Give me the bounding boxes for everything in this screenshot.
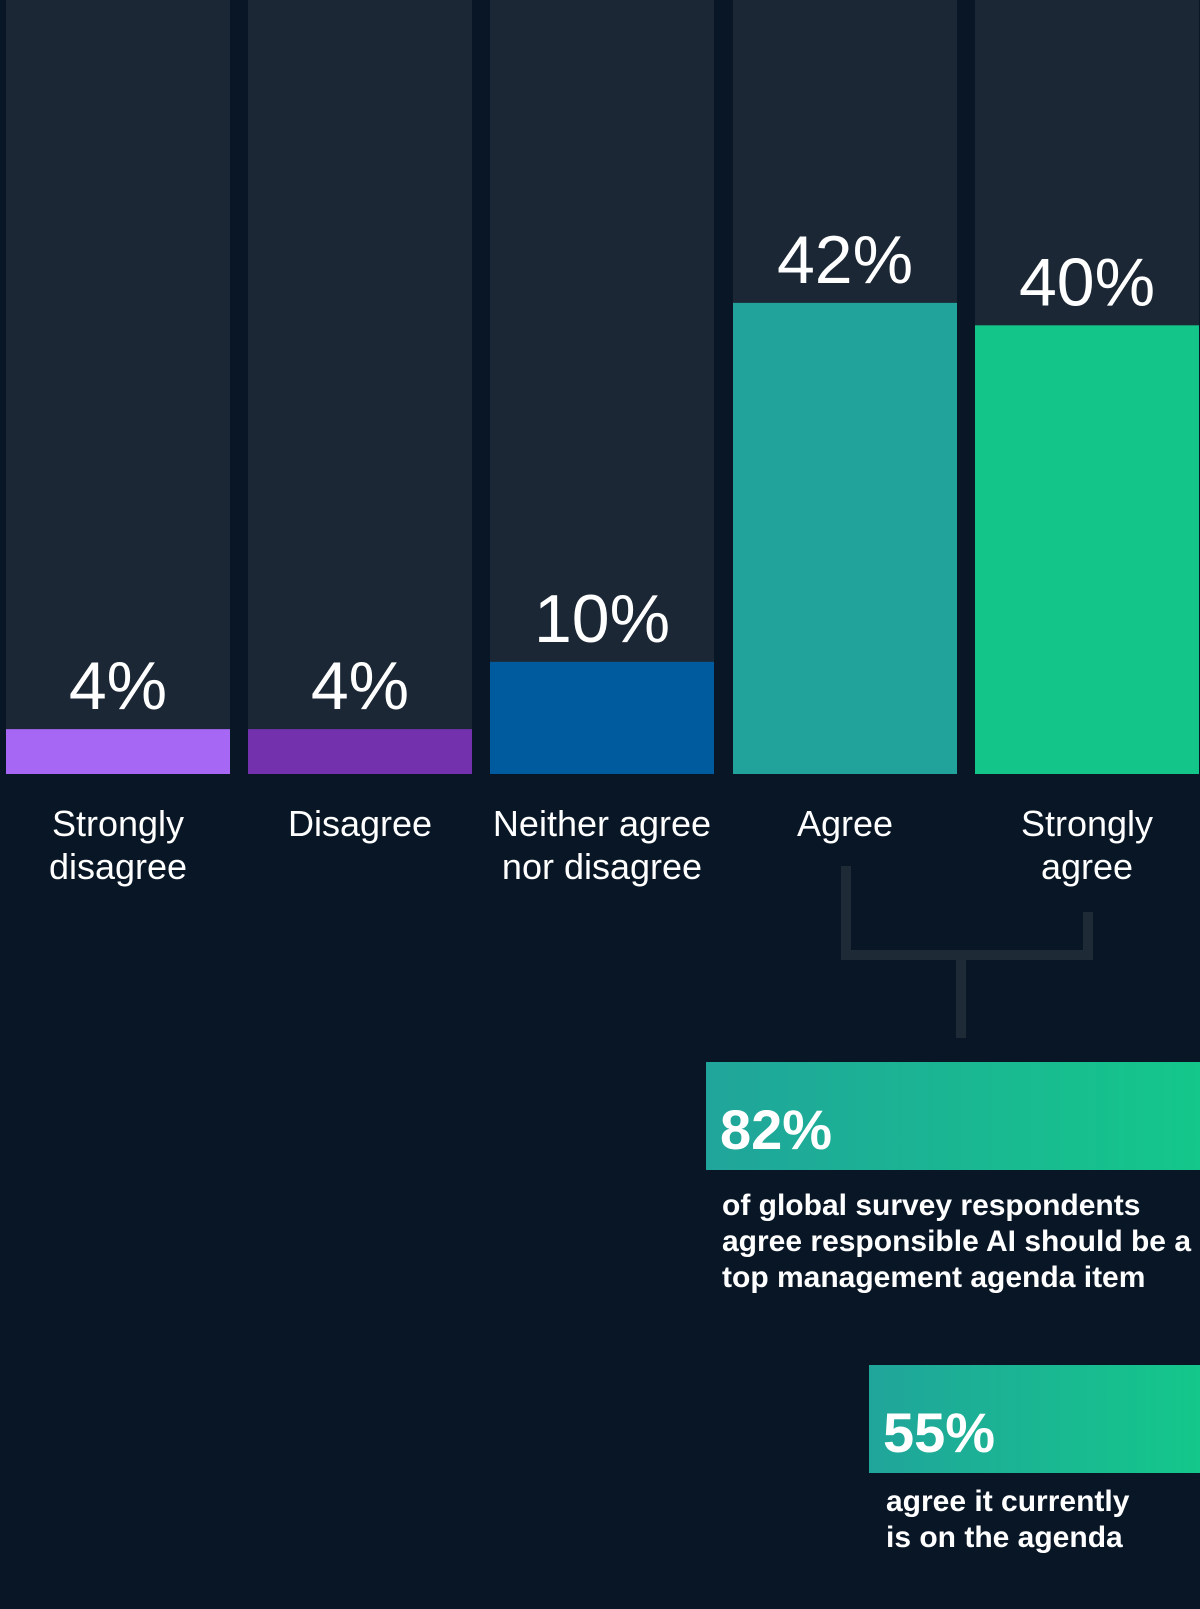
category-label-line: disagree: [49, 846, 187, 887]
category-label: Strongly agree: [1021, 803, 1153, 887]
callout-55-value: 55%: [883, 1401, 996, 1464]
bar-value-label: 40%: [1019, 244, 1155, 320]
category-label-line: Strongly: [1021, 803, 1153, 844]
callout-82-band: 82%: [706, 1062, 1200, 1170]
category-label-line: Strongly: [52, 803, 184, 844]
category-label: Strongly disagree: [49, 803, 187, 887]
bar-track: [6, 0, 230, 774]
category-label-line: Agree: [797, 803, 893, 844]
bar-value-label: 10%: [534, 581, 670, 657]
bars: [6, 302, 1199, 774]
bar-value-label: 4%: [69, 648, 167, 724]
callout-82-line: top management agenda item: [722, 1261, 1146, 1294]
category-label: Agree: [797, 803, 893, 844]
bar: [6, 729, 230, 774]
bar: [733, 302, 957, 774]
category-label-line: nor disagree: [502, 846, 702, 887]
callout-82-value: 82%: [720, 1098, 833, 1161]
category-label-line: Neither agree: [493, 803, 711, 844]
bar-track: [248, 0, 472, 774]
callout-55-line: agree it currently: [886, 1485, 1130, 1518]
callout-82-line: agree responsible AI should be a: [722, 1225, 1192, 1258]
category-label: Neither agree nor disagree: [493, 803, 711, 887]
category-label-line: Disagree: [288, 803, 432, 844]
agree-bracket-connector: [841, 866, 1093, 1038]
category-label: Disagree: [288, 803, 432, 844]
bar: [490, 661, 714, 774]
category-label-line: agree: [1041, 846, 1133, 887]
bar-value-label: 4%: [311, 648, 409, 724]
value-labels: 4% 4% 10% 42% 40%: [69, 222, 1155, 724]
bar: [975, 325, 1199, 774]
bar-value-label: 42%: [777, 222, 913, 298]
callout-55-band: 55%: [869, 1365, 1200, 1473]
callout-82-text: of global survey respondents agree respo…: [722, 1188, 1200, 1296]
callout-82-line: of global survey respondents: [722, 1189, 1141, 1222]
bar-track: [490, 0, 714, 774]
callout-55-text: agree it currently is on the agenda: [886, 1484, 1200, 1556]
bar: [248, 729, 472, 774]
callout-55-line: is on the agenda: [886, 1521, 1123, 1554]
